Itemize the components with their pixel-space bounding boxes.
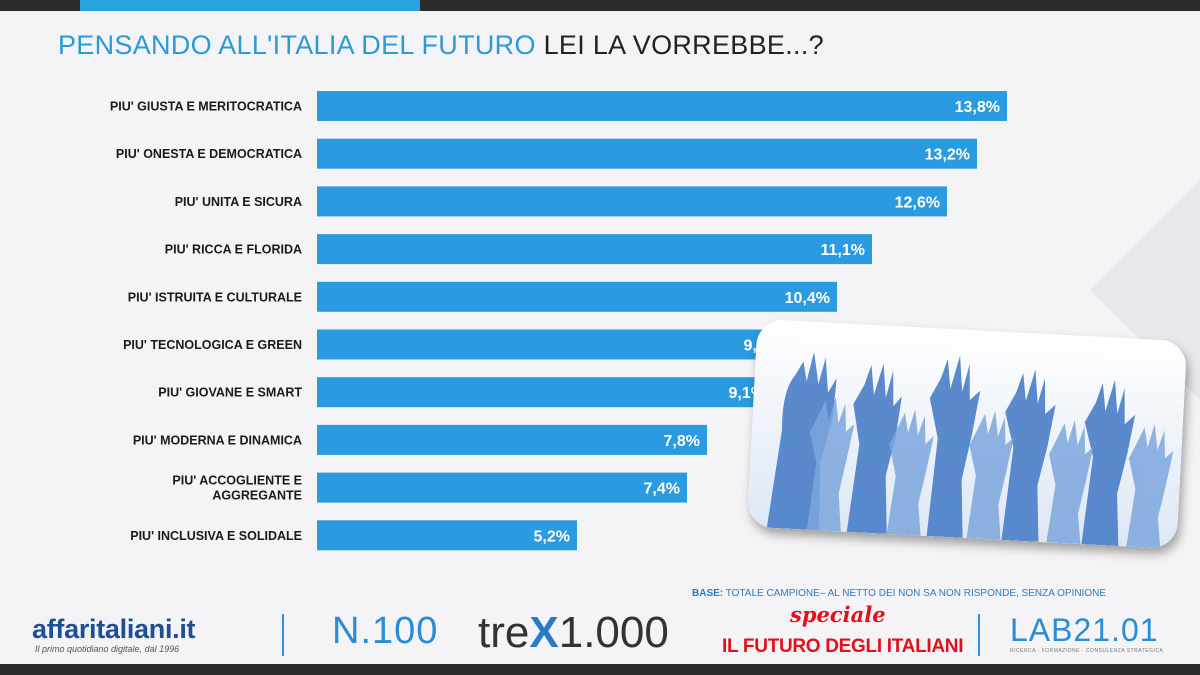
bar-2 [317,186,947,217]
bar-4 [317,281,837,312]
base-note: BASE: TOTALE CAMPIONE– AL NETTO DEI NON … [692,588,1106,599]
bar-value-label-4: 10,4% [785,290,830,307]
bar-6 [317,377,772,408]
base-note-text: TOTALE CAMPIONE– AL NETTO DEI NON SA NON… [725,588,1107,599]
top-accent-bar [80,0,420,11]
category-label-7: PIU' MODERNA E DINAMICA [133,433,302,447]
category-label-5: PIU' TECNOLOGICA E GREEN [123,338,302,352]
footer-logos: affaritaliani.it Il primo quotidiano dig… [0,600,1200,664]
chart-title: PENSANDO ALL'ITALIA DEL FUTURO LEI LA VO… [58,30,824,61]
category-label-4: PIU' ISTRUITA E CULTURALE [128,290,302,304]
category-label-9: PIU' INCLUSIVA E SOLIDALE [130,529,302,543]
affaritaliani-tagline: Il primo quotidiano digitale, dal 1996 [35,644,180,654]
bar-value-label-8: 7,4% [644,481,680,498]
title-part-2: LEI LA VORREBBE...? [543,30,824,60]
bar-5 [317,329,787,360]
lab2101-logo: LAB21.01 [1010,612,1159,648]
affaritaliani-logo: affaritaliani.it [32,614,196,644]
category-label-2: PIU' UNITA E SICURA [175,195,302,209]
base-note-label: BASE: [692,588,724,599]
title-part-1: PENSANDO ALL'ITALIA DEL FUTURO [58,30,536,60]
bar-value-label-7: 7,8% [664,433,700,450]
futuro-italiani-label: IL FUTURO DEGLI ITALIANI [722,636,964,657]
bar-1 [317,138,977,169]
bar-value-label-3: 11,1% [821,242,865,259]
category-label-6: PIU' GIOVANE E SMART [158,386,302,400]
trex-logo-pre: tre [478,608,530,657]
lab2101-tagline: RICERCA · FORMAZIONE · CONSULENZA STRATE… [1010,648,1164,654]
logo-separator [978,614,980,656]
category-label-8-line-0: PIU' ACCOGLIENTE E [172,474,302,488]
bar-value-label-2: 12,6% [895,194,940,211]
bar-value-label-1: 13,2% [925,147,970,164]
trex-logo-x: X [529,608,559,657]
trex-logo-post: 1.000 [558,608,669,657]
bar-7 [317,424,707,455]
category-label-1: PIU' ONESTA E DEMOCRATICA [116,147,302,161]
bottom-bar [0,664,1200,675]
bar-0 [317,91,1007,121]
logo-separator [282,614,284,656]
n100-logo: N.100 [332,610,439,652]
raised-hands-image [746,318,1188,550]
bar-value-label-0: 13,8% [955,99,1000,116]
speciale-label: speciale [790,602,886,627]
category-label-8-line-1: AGGREGANTE [212,489,302,503]
bar-3 [317,234,872,265]
top-bar [0,0,1200,11]
bar-9 [317,520,577,551]
category-label-3: PIU' RICCA E FLORIDA [165,243,302,257]
category-label-0: PIU' GIUSTA E MERITOCRATICA [110,100,302,114]
bar-8 [317,472,687,503]
trex-logo: treX1.000 [478,608,669,658]
bar-value-label-9: 5,2% [534,528,570,545]
